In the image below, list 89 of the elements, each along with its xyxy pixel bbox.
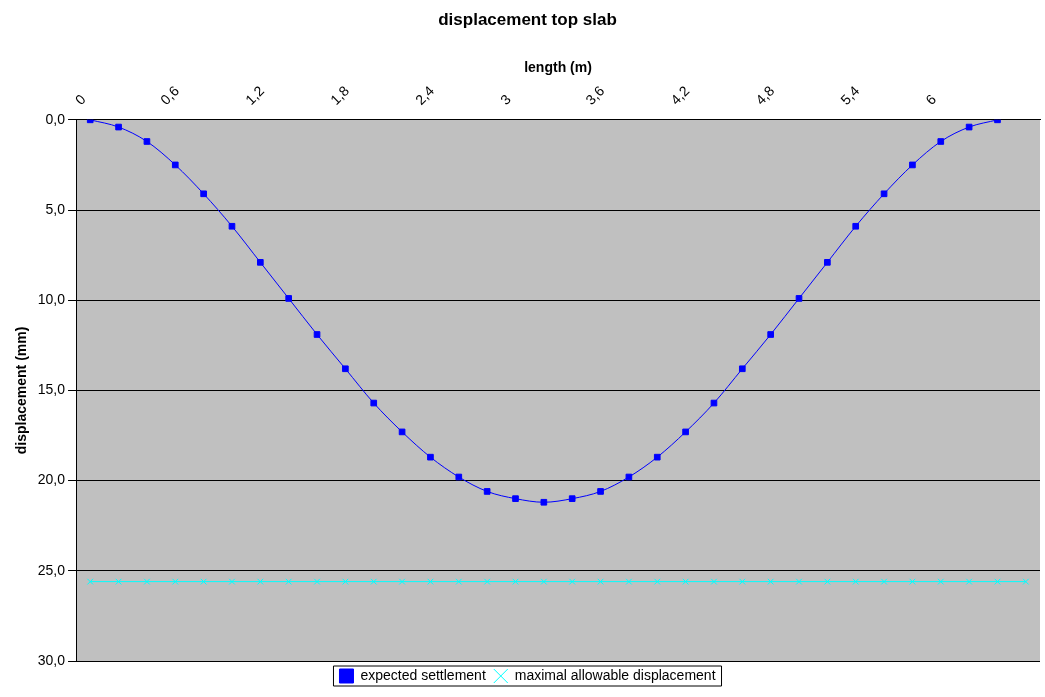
point (710, 399, 718, 407)
point (398, 428, 406, 436)
point (824, 578, 831, 585)
legend-label: expected settlement (360, 666, 486, 683)
y-tick-label: 5,0 (45, 200, 66, 217)
point (965, 578, 973, 585)
point (824, 259, 831, 266)
point (455, 578, 463, 585)
point (313, 578, 321, 585)
point (257, 259, 264, 266)
point (937, 578, 945, 585)
point (171, 161, 179, 169)
point (994, 119, 1001, 124)
point (597, 488, 604, 495)
point (171, 578, 179, 585)
x-tick-label: 0 (71, 90, 89, 108)
legend-label: maximal allowable displacement (514, 666, 716, 683)
y-tick-label: 25,0 (37, 561, 66, 578)
point (653, 453, 661, 461)
point (483, 578, 491, 585)
x-tick-label: 3 (497, 90, 515, 108)
y-tick-label: 15,0 (37, 381, 66, 398)
point (342, 578, 349, 585)
point (228, 578, 236, 585)
point (228, 222, 236, 230)
point (313, 331, 321, 338)
point (852, 222, 860, 230)
point (710, 578, 718, 585)
point (880, 578, 888, 585)
point (597, 578, 604, 585)
point (625, 578, 633, 585)
point (568, 495, 576, 502)
y-axis-title: displacement (mm) (13, 326, 30, 455)
point (540, 578, 548, 585)
point (115, 578, 122, 585)
point (568, 578, 576, 585)
point (427, 578, 434, 585)
point (965, 123, 973, 131)
point (115, 123, 122, 131)
point (257, 578, 264, 585)
point (143, 578, 151, 585)
point (370, 578, 378, 585)
x-tick-label: 6 (922, 90, 940, 108)
point (625, 473, 633, 481)
point (285, 295, 293, 302)
point (994, 578, 1001, 585)
point (455, 473, 463, 481)
point (682, 578, 689, 585)
y-tick-label: 20,0 (37, 471, 66, 488)
point (767, 331, 774, 338)
x-tick-label: 1,2 (241, 82, 268, 108)
x-axis-title: length (m) (524, 58, 592, 75)
point (342, 365, 349, 373)
point (909, 578, 916, 585)
point (1022, 578, 1030, 585)
point (370, 399, 378, 407)
point (653, 578, 661, 585)
point (795, 578, 803, 585)
y-tick-label: 30,0 (37, 651, 66, 668)
x-tick-label: 4,2 (667, 82, 693, 108)
x-tick-label: 4,8 (752, 82, 778, 108)
point (143, 138, 151, 145)
point (512, 495, 519, 502)
point (540, 498, 548, 506)
x-tick-label: 1,8 (327, 82, 353, 108)
point (398, 578, 406, 585)
point (285, 578, 293, 585)
point (200, 190, 207, 198)
x-tick-label: 5,4 (837, 82, 863, 108)
x-tick-label: 0,6 (156, 82, 183, 108)
point (909, 161, 916, 169)
point (738, 578, 746, 585)
point (200, 578, 207, 585)
point (86, 578, 94, 585)
point (937, 138, 945, 145)
chart-title: displacement top slab (438, 9, 617, 29)
point (852, 578, 860, 585)
x-tick-label: 2,4 (412, 82, 438, 108)
x-tick-label: 3,6 (582, 82, 608, 108)
point (738, 365, 746, 373)
y-tick-label: 10,0 (37, 291, 66, 308)
point (512, 578, 519, 585)
point (767, 578, 774, 585)
y-tick-label: 0,0 (45, 110, 66, 127)
point (427, 453, 434, 461)
point (795, 295, 803, 302)
point (880, 190, 888, 198)
point (682, 428, 689, 436)
point (483, 488, 491, 495)
